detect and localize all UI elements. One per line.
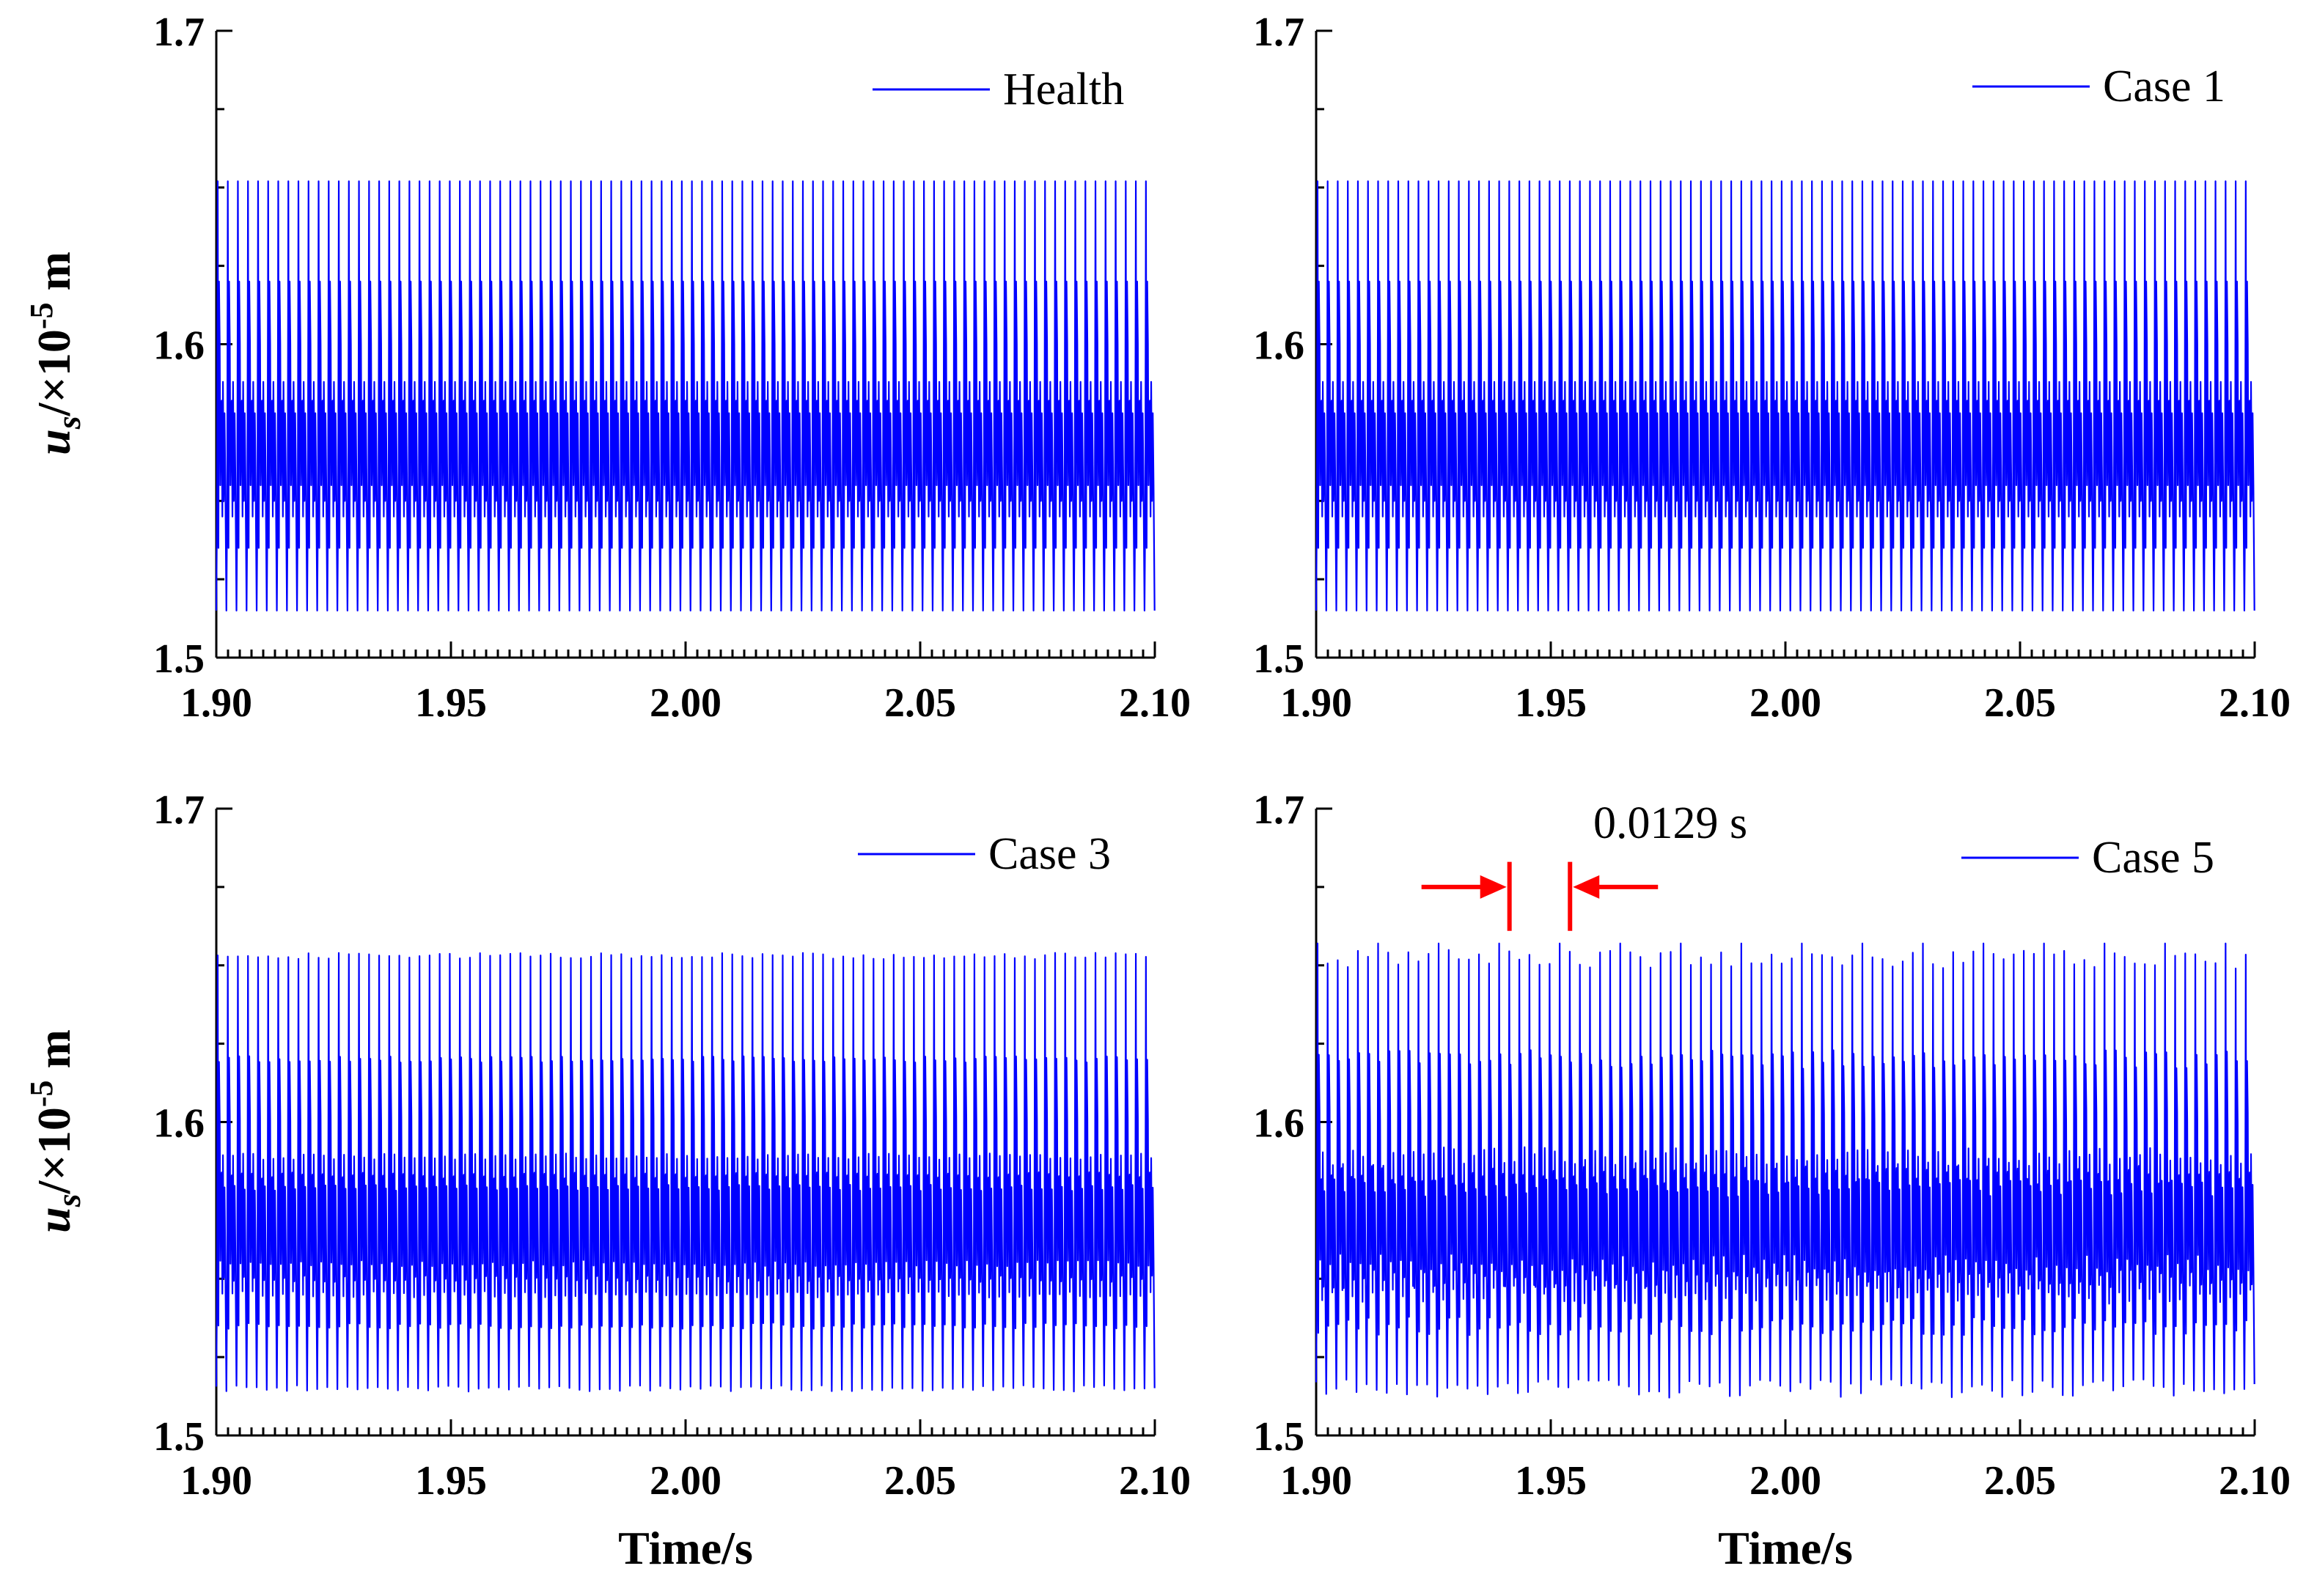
y-tick-label: 1.7 xyxy=(1253,787,1304,833)
annotation-arrowhead-right xyxy=(1573,875,1600,899)
series-line xyxy=(215,952,1156,1393)
x-tick-label: 1.95 xyxy=(415,680,487,726)
series-line xyxy=(1315,180,2255,611)
legend: Case 5 xyxy=(1961,833,2214,883)
x-tick-label: 2.10 xyxy=(1119,680,1191,726)
series-line xyxy=(1315,942,2255,1399)
y-tick-label: 1.7 xyxy=(153,787,205,833)
ylabel-unit: m xyxy=(28,251,80,302)
x-tick-label: 1.90 xyxy=(1280,1458,1352,1504)
plot-area: 1.90 1.95 2.00 2.05 2.10 1.5 1.6 1.7 xyxy=(1253,787,2291,1504)
annotation-arrowhead-left xyxy=(1480,875,1507,899)
x-tick-label: 1.90 xyxy=(180,1458,252,1504)
x-tick-label: 2.00 xyxy=(650,680,721,726)
ylabel-sub: s xyxy=(50,416,87,430)
x-axis-label: Time/s xyxy=(618,1522,753,1574)
y-axis-label: us/×10-5 m xyxy=(23,251,87,455)
x-tick-label: 2.05 xyxy=(884,1458,956,1504)
panel-health: us/×10-5 m 1.90 1.95 2.00 2.05 2.10 1.5 1.6 1.7… xyxy=(23,10,1191,726)
y-axis-label: us/×10-5 m xyxy=(23,1029,87,1233)
x-axis-label: Time/s xyxy=(1718,1522,1853,1574)
legend-label: Case 1 xyxy=(2103,62,2225,111)
y-tick-label: 1.7 xyxy=(1253,10,1304,55)
legend-label: Health xyxy=(1003,65,1124,114)
y-tick-label: 1.5 xyxy=(1253,1414,1304,1460)
plot-area: 1.90 1.95 2.00 2.05 2.10 1.5 1.6 1.7 xyxy=(153,787,1191,1504)
period-annotation: 0.0129 s xyxy=(1421,798,1747,931)
x-tick-label: 2.05 xyxy=(1984,680,2056,726)
x-tick-label: 2.05 xyxy=(1984,1458,2056,1504)
x-tick-label: 2.10 xyxy=(2219,680,2291,726)
x-tick-label: 1.90 xyxy=(1280,680,1352,726)
legend: Case 3 xyxy=(858,829,1111,879)
legend-label: Case 3 xyxy=(988,829,1111,879)
plot-area: 1.90 1.95 2.00 2.05 2.10 1.5 1.6 1.7 xyxy=(153,10,1191,726)
plot-area: 1.90 1.95 2.00 2.05 2.10 1.5 1.6 1.7 xyxy=(1253,10,2291,726)
series-line xyxy=(215,180,1156,611)
ylabel-sup: -5 xyxy=(23,1080,59,1107)
legend-label: Case 5 xyxy=(2092,833,2214,883)
x-tick-label: 2.10 xyxy=(1119,1458,1191,1504)
y-tick-label: 1.6 xyxy=(153,323,205,369)
period-annotation-label: 0.0129 s xyxy=(1593,798,1747,848)
panel-case-1: 1.90 1.95 2.00 2.05 2.10 1.5 1.6 1.7 Case 1 xyxy=(1253,10,2291,726)
ylabel-unit: m xyxy=(28,1029,80,1080)
x-tick-label: 2.10 xyxy=(2219,1458,2291,1504)
x-tick-label: 1.90 xyxy=(180,680,252,726)
x-tick-label: 1.95 xyxy=(1515,680,1587,726)
y-tick-label: 1.5 xyxy=(153,1414,205,1460)
x-tick-label: 1.95 xyxy=(415,1458,487,1504)
ylabel-sup: -5 xyxy=(23,302,59,329)
ylabel-main: u xyxy=(28,429,80,455)
x-tick-label: 2.00 xyxy=(650,1458,721,1504)
ylabel-mid: /×10 xyxy=(28,329,80,416)
panel-case-3: us/×10-5 m 1.90 1.95 2.00 2.05 2.10 1.5 1.6 1.7… xyxy=(23,787,1191,1574)
x-tick-label: 2.05 xyxy=(884,680,956,726)
legend: Case 1 xyxy=(1972,62,2225,111)
x-tick-label: 1.95 xyxy=(1515,1458,1587,1504)
y-tick-label: 1.7 xyxy=(153,10,205,55)
y-tick-label: 1.6 xyxy=(153,1101,205,1147)
y-tick-label: 1.5 xyxy=(1253,636,1304,682)
y-tick-label: 1.5 xyxy=(153,636,205,682)
legend: Health xyxy=(873,65,1124,114)
y-tick-label: 1.6 xyxy=(1253,1101,1304,1147)
panel-case-5: 1.90 1.95 2.00 2.05 2.10 1.5 1.6 1.7 Case 5 0.0… xyxy=(1253,787,2291,1574)
ylabel-sub: s xyxy=(50,1194,87,1207)
ylabel-main: u xyxy=(28,1207,80,1233)
y-tick-label: 1.6 xyxy=(1253,323,1304,369)
x-tick-label: 2.00 xyxy=(1749,680,1821,726)
ylabel-mid: /×10 xyxy=(28,1107,80,1194)
x-tick-label: 2.00 xyxy=(1749,1458,1821,1504)
